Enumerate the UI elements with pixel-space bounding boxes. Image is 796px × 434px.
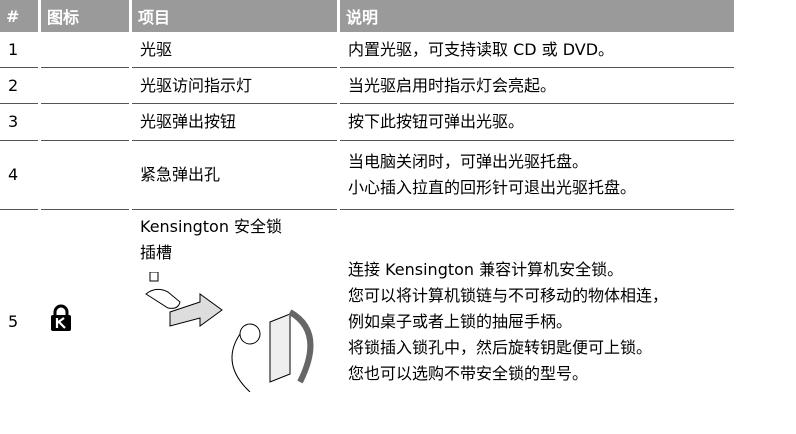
number-cell: 1: [0, 32, 38, 68]
item-cell: 光驱: [132, 32, 337, 68]
description-line: 当电脑关闭时，可弹出光驱托盘。: [348, 152, 589, 171]
header-row: # 图标 项目 说明: [0, 0, 734, 32]
header-cell: 图标: [41, 0, 129, 32]
item-line: 光驱: [140, 39, 173, 59]
item-line: 光驱访问指示灯: [140, 75, 253, 95]
number-cell: 3: [0, 104, 38, 141]
item-line: Kensington 安全锁: [140, 217, 283, 236]
description-cell: 内置光驱，可支持读取 CD 或 DVD。: [340, 32, 734, 68]
lock-symbol: [149, 272, 159, 282]
icon-cell: [41, 141, 129, 210]
item-line: 光驱弹出按钮: [140, 112, 237, 131]
description-cell: 当光驱启用时指示灯会亮起。: [340, 68, 734, 104]
number-cell: 2: [0, 68, 38, 104]
item-cell: 紧急弹出孔: [132, 141, 337, 210]
description-cell: 当电脑关闭时，可弹出光驱托盘。小心插入拉直的回形针可退出光驱托盘。: [340, 141, 734, 210]
table-body: 1 光驱 内置光驱，可支持读取 CD 或 DVD。 2 光驱访问指示灯 当光驱启用时指示灯…: [0, 32, 734, 434]
key: [269, 313, 291, 383]
description-line: 按下此按钮可弹出光驱。: [348, 112, 525, 131]
rotate-arrow: [288, 309, 314, 384]
number-cell: 5: [8, 312, 19, 331]
item-cell: 光驱弹出按钮: [132, 104, 337, 141]
icon-cell: [41, 104, 129, 141]
description-line: 内置光驱，可支持读取 CD 或 DVD。: [348, 39, 615, 59]
item-cell: 光驱访问指示灯: [132, 68, 337, 104]
description-line: 将锁插入锁孔中，然后旋转钥匙便可上锁。: [348, 338, 653, 357]
description-line: 连接 Kensington 兼容计算机安全锁。: [348, 260, 624, 279]
row: 1 光驱 内置光驱，可支持读取 CD 或 DVD。: [0, 32, 734, 68]
table: # 图标 项目 说明 1 光驱 内置光驱，可支持读取 CD 或 DVD。 2 光驱访问指示灯当…: [0, 0, 734, 434]
row: 5 Kensington 安全锁 插槽 连接 Kensington 兼容计算机安全…: [0, 210, 734, 434]
description-line: 您也可以选购不带安全锁的型号。: [348, 364, 589, 383]
icon-cell: [41, 210, 129, 434]
description-cell: 连接 Kensington 兼容计算机安全锁。您可以将计算机锁链与不可移动的物体…: [340, 210, 734, 434]
row: 4 紧急弹出孔 当电脑关闭时，可弹出光驱托盘。小心插入拉直的回形针可退出光驱托盘。: [0, 141, 734, 210]
description-line: 当光驱启用时指示灯会亮起。: [348, 75, 557, 95]
cable: [231, 333, 251, 392]
item-line: 紧急弹出孔: [140, 165, 221, 184]
description-line: 您可以将计算机锁链与不可移动的物体相连，: [348, 286, 669, 305]
header-cell: 说明: [340, 0, 734, 32]
laptop-edge: [145, 288, 181, 309]
item-line: 插槽: [140, 243, 173, 262]
icon-cell: [41, 68, 129, 104]
lock-illustration: [145, 272, 314, 392]
description-line: 例如桌子或者上锁的抽屉手柄。: [348, 312, 573, 331]
lock-head: [239, 323, 261, 345]
row: 2 光驱访问指示灯 当光驱启用时指示灯会亮起。: [0, 68, 734, 104]
description-cell: 按下此按钮可弹出光驱。: [340, 104, 734, 141]
item-cell: Kensington 安全锁 插槽: [132, 210, 337, 434]
header-cell: 项目: [132, 0, 337, 32]
arrow: [169, 293, 223, 327]
icon-cell: [41, 32, 129, 68]
header-cell: #: [0, 0, 38, 32]
description-line: 小心插入拉直的回形针可退出光驱托盘。: [348, 178, 637, 197]
row: 3 光驱弹出按钮 按下此按钮可弹出光驱。: [0, 104, 734, 141]
kensington-icon: [51, 304, 71, 331]
number-cell: 4: [0, 141, 38, 210]
